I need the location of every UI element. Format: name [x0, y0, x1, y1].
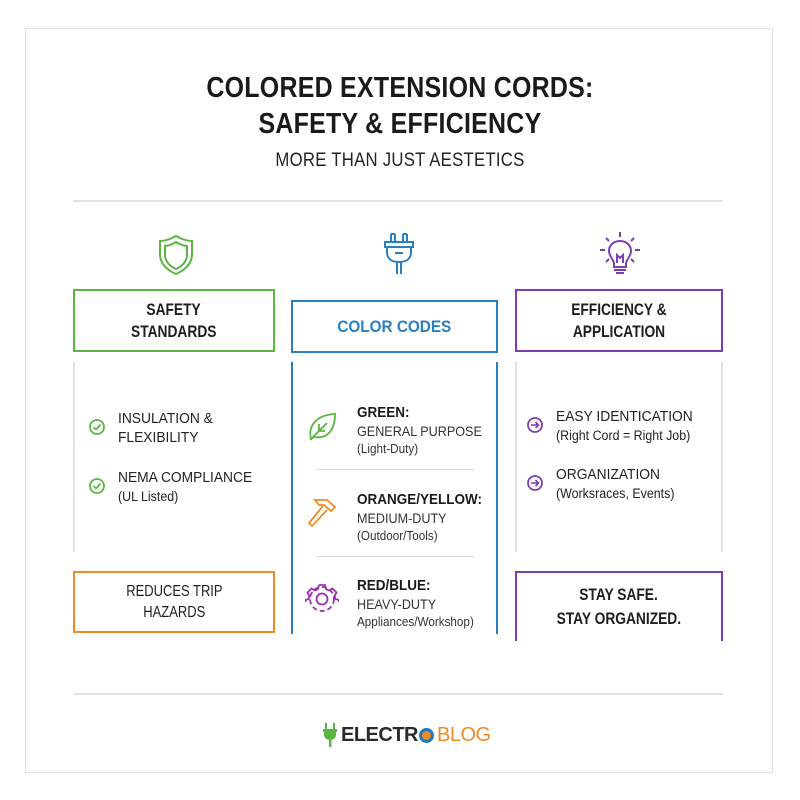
title-line-1: COLORED EXTENSION CORDS: [206, 72, 594, 104]
code-name: ORANGE/YELLOW: [357, 491, 483, 508]
heading-line: STANDARDS [131, 321, 217, 341]
heading-text: COLOR CODES [337, 316, 452, 336]
gear-icon [305, 584, 339, 612]
item-text: EASY IDENTICATION [556, 408, 693, 425]
list-item-nema: NEMA COMPLIANCE (UL Listed) [88, 468, 264, 506]
arrow-circle-icon [527, 475, 543, 491]
item-text: (UL Listed) [118, 489, 179, 504]
color-code-red-blue: RED/BLUE: HEAVY-DUTY Appliances/Workshop) [305, 576, 485, 631]
infographic-frame [25, 28, 773, 773]
code-detail: Appliances/Workshop) [357, 614, 474, 629]
logo-o-icon [419, 727, 434, 743]
plug-logo-icon [323, 723, 337, 747]
hammer-icon [307, 499, 337, 528]
item-text: (Worksraces, Events) [556, 486, 675, 501]
title-line-2: SAFETY & EFFICIENCY [258, 108, 542, 140]
check-circle-icon [89, 478, 105, 494]
list-item-organization: ORGANIZATION (Worksraces, Events) [526, 465, 685, 503]
code-separator [316, 556, 474, 557]
item-text: (Right Cord = Right Job) [556, 428, 691, 443]
heading-line: APPLICATION [572, 321, 666, 341]
efficiency-body [515, 362, 723, 552]
bottom-divider [73, 693, 723, 695]
heading-line: SAFETY [146, 299, 202, 319]
code-duty: HEAVY-DUTY [357, 596, 437, 612]
footer-line: STAY SAFE. [579, 585, 659, 604]
safety-body [73, 362, 275, 552]
heading-line: EFFICIENCY & [571, 299, 667, 319]
lightbulb-icon [600, 232, 640, 274]
shield-icon [159, 234, 193, 276]
safety-standards-heading: SAFETY STANDARDS [73, 289, 275, 352]
leaf-icon [309, 413, 336, 441]
efficiency-application-heading: EFFICIENCY & APPLICATION [515, 289, 723, 352]
code-separator [316, 469, 474, 470]
page-title: COLORED EXTENSION CORDS: SAFETY & EFFICI… [56, 70, 744, 142]
code-duty: MEDIUM-DUTY [357, 510, 447, 526]
footer-line: STAY ORGANIZED. [556, 609, 682, 628]
list-item-easy-identification: EASY IDENTICATION (Right Cord = Right Job… [526, 407, 705, 445]
color-code-orange-yellow: ORANGE/YELLOW: MEDIUM-DUTY (Outdoor/Tools) [305, 490, 485, 545]
item-text: INSULATION & [118, 410, 213, 427]
check-circle-icon [89, 419, 105, 435]
code-detail: (Light-Duty) [357, 441, 419, 456]
footer-line: REDUCES TRIP [125, 583, 223, 600]
reduces-trip-hazards-box: REDUCES TRIP HAZARDS [73, 571, 275, 633]
logo-text-electro: ELECTR [341, 723, 419, 746]
item-text: FLEXIBILITY [118, 429, 199, 446]
item-text: ORGANIZATION [556, 466, 661, 483]
code-name: GREEN: [357, 404, 410, 421]
logo-text-blog: BLOG [437, 723, 491, 746]
subtitle: MORE THAN JUST AESTETICS [275, 150, 525, 171]
color-code-green: GREEN: GENERAL PURPOSE (Light-Duty) [305, 403, 485, 458]
item-text: NEMA COMPLIANCE [118, 469, 253, 486]
plug-icon [384, 233, 414, 274]
code-detail: (Outdoor/Tools) [357, 528, 438, 543]
color-codes-heading: COLOR CODES [291, 300, 498, 353]
arrow-circle-icon [527, 417, 543, 433]
footer-line: HAZARDS [143, 604, 205, 621]
stay-safe-box: STAY SAFE. STAY ORGANIZED. [515, 571, 723, 641]
color-codes-body [291, 362, 498, 634]
top-divider [73, 200, 723, 202]
list-item-insulation: INSULATION & FLEXIBILITY [88, 409, 221, 447]
code-name: RED/BLUE: [357, 577, 431, 594]
code-duty: GENERAL PURPOSE [357, 423, 482, 439]
electroblog-logo: ELECTR BLOG [322, 722, 491, 748]
